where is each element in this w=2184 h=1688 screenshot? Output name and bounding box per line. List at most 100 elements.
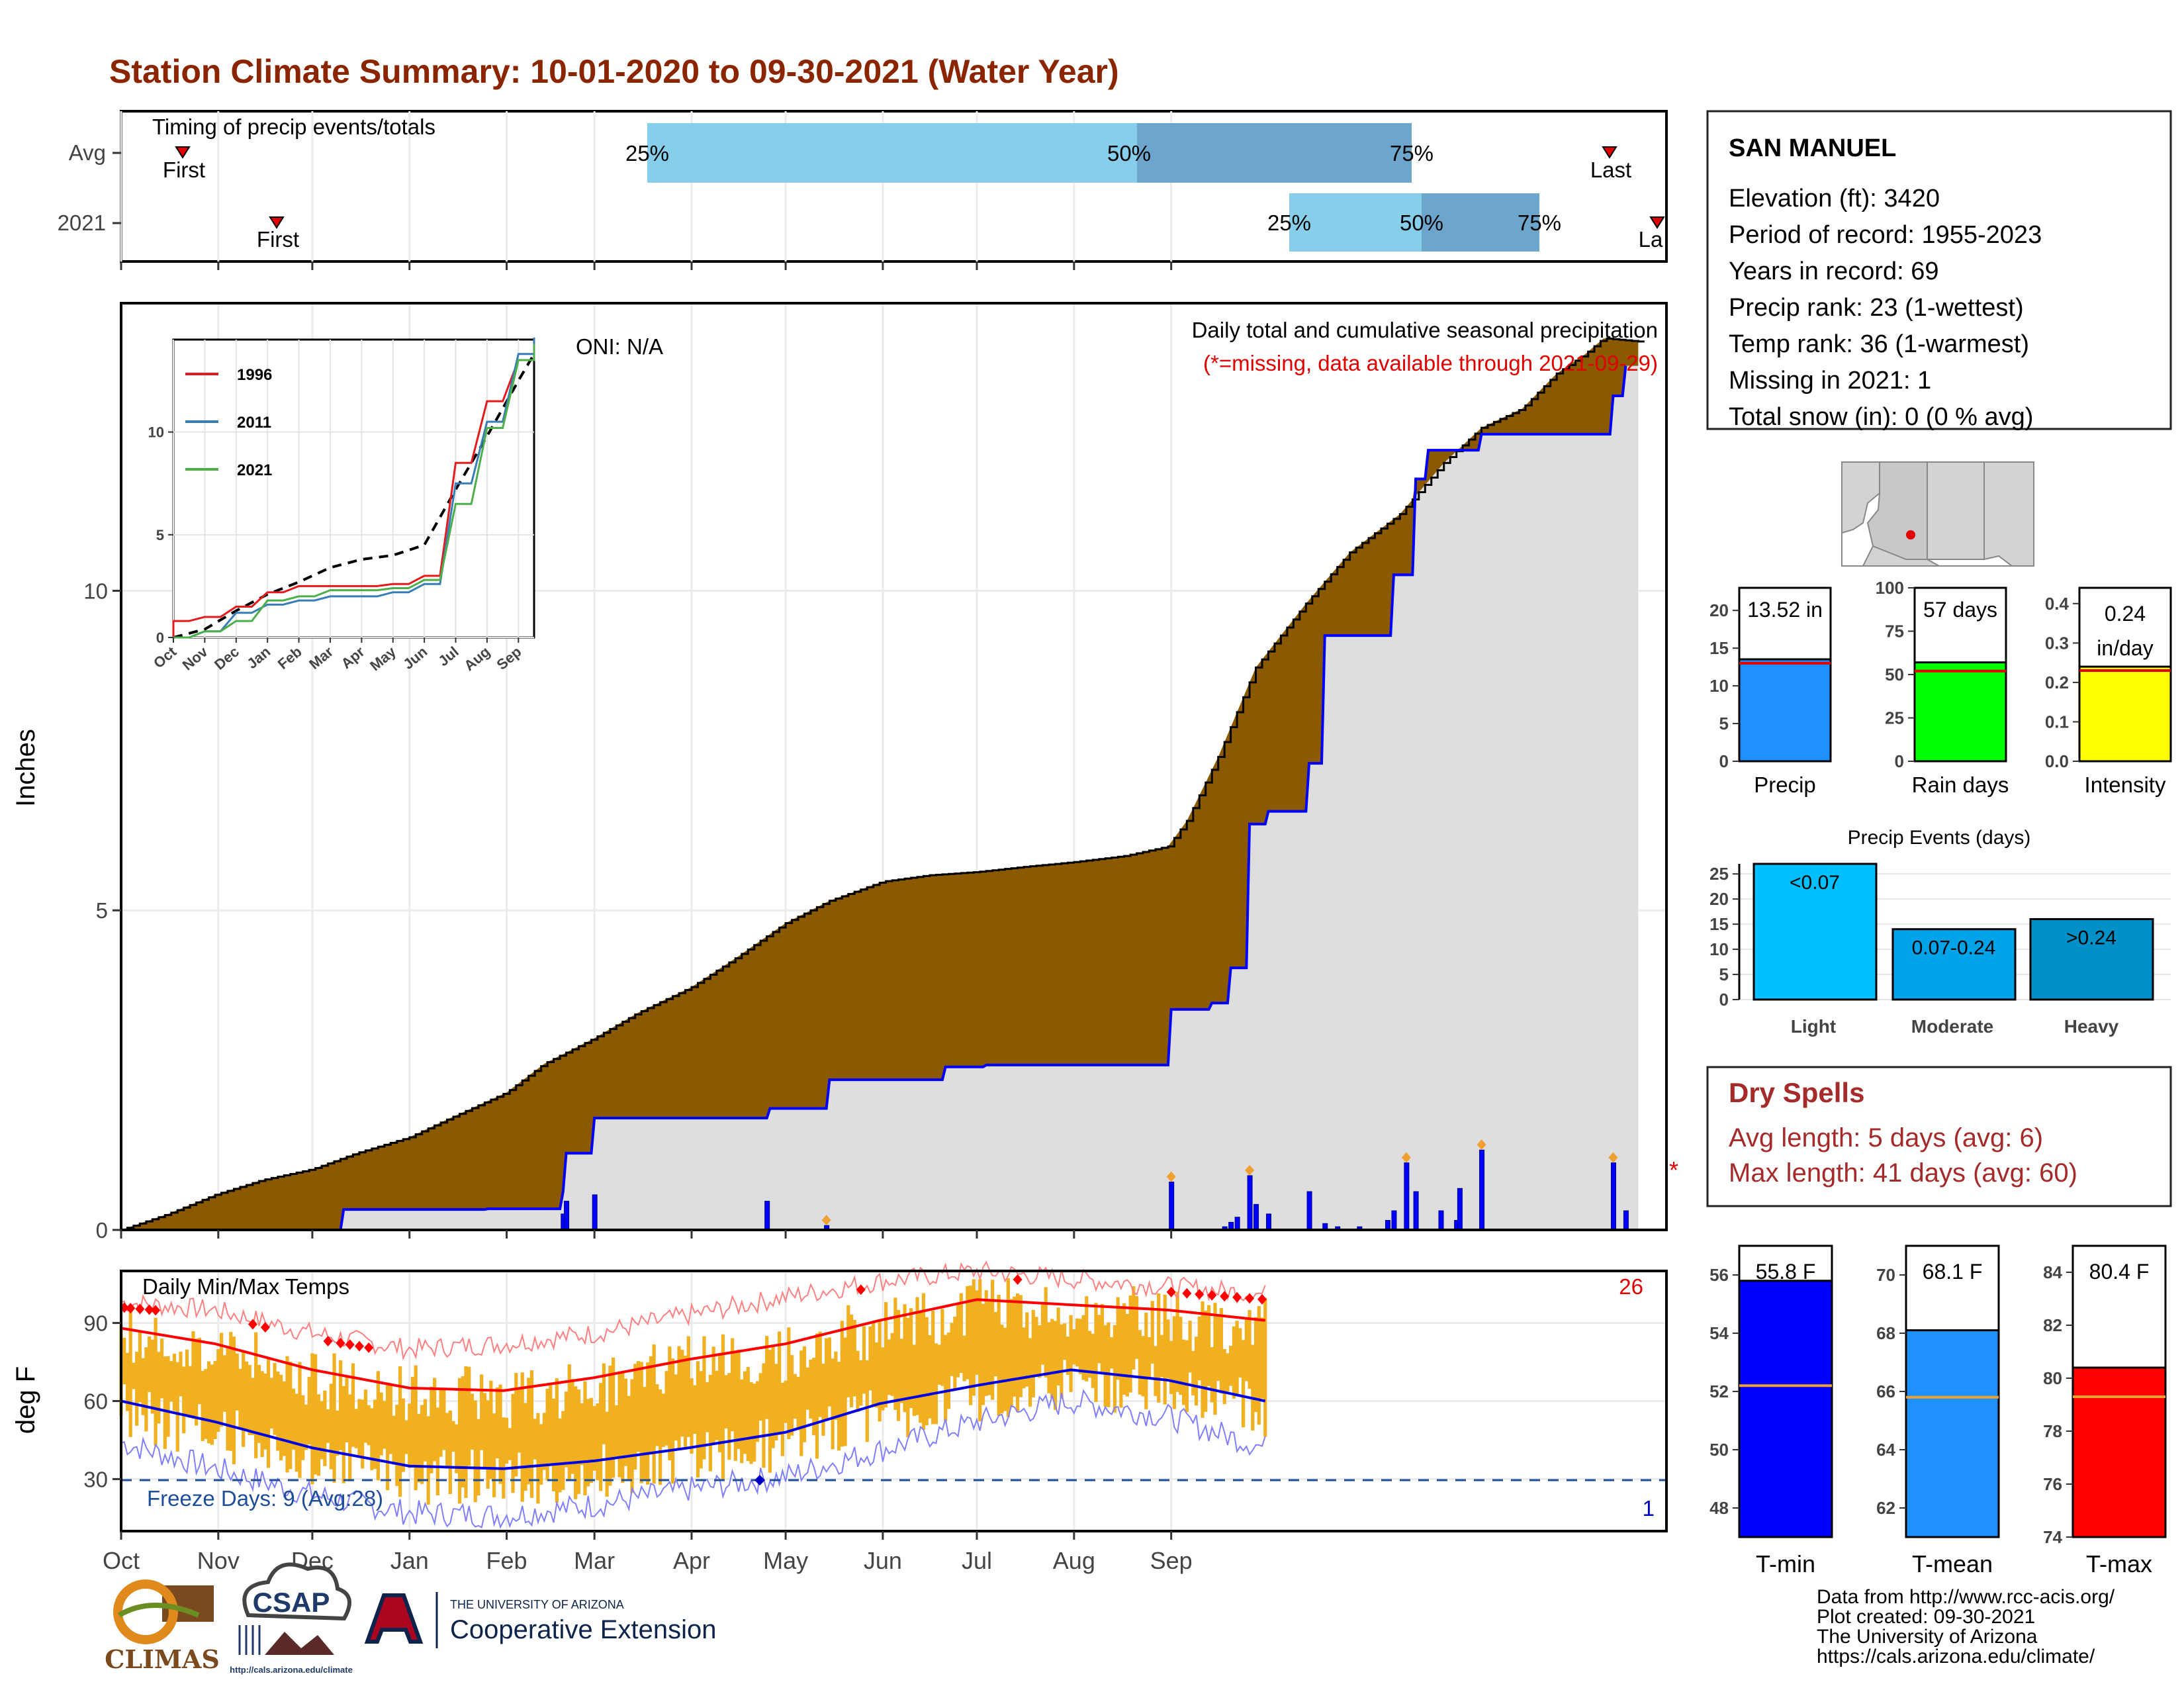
month-label-oct: Oct [103,1547,140,1574]
precip-events-light-label: Light [1791,1016,1836,1037]
daily-temp-range-bar [197,1337,202,1405]
texas-shape [1983,461,2034,567]
daily-temp-range-bar [962,1335,966,1382]
daily-temp-range-bar [934,1343,938,1425]
daily-temp-range-bar [263,1373,267,1450]
daily-temp-range-bar [498,1384,502,1484]
daily-temp-range-bar [370,1408,374,1470]
temp-bar-tick-label: 84 [2043,1262,2062,1282]
daily-temp-range-bar [423,1399,428,1462]
daily-precip-bar [1253,1203,1259,1231]
figure-title: Station Climate Summary: 10-01-2020 to 0… [109,53,1119,90]
climas-logo-sun [113,1579,178,1644]
inset-y-tick-label: 10 [148,424,164,441]
daily-temp-range-bar [345,1378,349,1442]
daily-temp-range-bar [899,1338,903,1403]
daily-temp-range-bar [1226,1353,1230,1392]
daily-temp-range-bar [1244,1318,1248,1382]
daily-temp-range-bar [721,1334,725,1480]
daily-temp-range-bar [273,1362,277,1435]
daily-temp-range-bar [655,1384,659,1446]
daily-temp-range-bar [316,1394,320,1476]
daily-temp-range-bar [323,1390,327,1466]
daily-precip-max-marker [1166,1171,1176,1182]
daily-temp-range-bar [489,1380,493,1479]
daily-temp-range-bar [132,1362,136,1389]
y2021-first-marker [269,216,285,229]
ua-line2: Cooperative Extension [450,1615,716,1644]
daily-temp-range-bar [455,1424,459,1474]
record-hot-marker [345,1339,355,1350]
daily-temp-range-bar [890,1333,894,1396]
timing-label: Timing of precip events/totals [152,115,435,139]
daily-temp-range-bar [909,1308,913,1409]
daily-temp-range-bar [1063,1323,1067,1360]
daily-temp-range-bar [978,1279,982,1422]
daily-temp-range-bar [749,1382,753,1464]
tmean-label: T-mean [1912,1550,1993,1577]
dry-spells-title: Dry Spells [1729,1077,1864,1108]
month-label-mar: Mar [574,1547,615,1574]
daily-temp-range-bar [539,1424,543,1485]
daily-temp-range-bar [683,1355,688,1447]
temp-y-axis-title: deg F [11,1366,40,1434]
daily-temp-range-bar [1201,1301,1205,1418]
daily-temp-range-bar [1050,1319,1054,1398]
climas-logo-swoosh [117,1603,200,1618]
daily-temp-range-bar [599,1383,603,1491]
month-axis-labels: Oct Nov Dec Jan Feb Mar Apr May Jun Jul Aug Sep [103,1547,1193,1574]
daily-temp-range-bar [737,1350,741,1449]
daily-temp-range-bar [677,1346,681,1449]
new-mexico-shape [1927,461,1985,560]
daily-temp-range-bar [420,1405,424,1484]
inset-line-2021 [173,344,535,639]
precip-events-bar-light [1752,863,1878,1001]
month-label-aug: Aug [1053,1547,1095,1574]
daily-temp-range-bar [812,1358,816,1436]
daily-precip-bar [1306,1191,1312,1231]
daily-temp-range-bar [589,1397,594,1483]
record-min-line [120,1389,1266,1529]
daily-temp-range-bar [928,1335,932,1419]
daily-temp-range-bar [1066,1336,1069,1376]
temp-bar-tick-label: 76 [2043,1474,2062,1494]
daily-temp-range-bar [1006,1278,1010,1417]
daily-temp-range-bar [643,1387,647,1479]
daily-temp-range-bar [975,1290,979,1375]
daily-temp-range-bar [216,1349,220,1432]
avg-last-marker [1602,146,1617,159]
daily-temp-range-bar [799,1350,803,1456]
daily-temp-range-bar [435,1407,439,1495]
daily-temp-range-bar [740,1379,744,1464]
timing-row-avg: Avg [69,140,106,165]
station-period: Period of record: 1955-2023 [1729,221,2042,249]
y2021-last-label: La [1639,227,1663,252]
temp-bar-tick-label: 66 [1876,1382,1895,1401]
avg-min-line [120,1368,1266,1470]
daily-temp-range-bar [329,1383,333,1470]
temp-y-tick-label: 90 [83,1311,108,1336]
daily-temp-range-bar [442,1387,446,1450]
tmean-bar [1905,1329,2000,1538]
daily-temp-range-bar [229,1332,233,1451]
avg-cumulative-line [121,338,1645,1231]
temp-bar-tick-label: 52 [1709,1382,1729,1401]
daily-temp-range-bar [944,1335,948,1421]
daily-temp-range-bar [903,1304,907,1413]
daily-temp-range-bar [473,1400,477,1503]
daily-temp-range-bar [1015,1293,1020,1413]
precip-events-moderate-label: Moderate [1911,1016,1993,1037]
precip-events-ticks: 0 5 10 15 20 25 [1709,864,1739,1009]
daily-precip-bar [1234,1217,1240,1231]
daily-temp-range-bar [514,1373,518,1477]
inset-legend: 1996 2011 2021 [185,366,272,479]
precip-events-heavy-label: Heavy [2064,1016,2119,1037]
daily-temp-range-bar [179,1351,183,1397]
csap-cloud-icon [242,1562,351,1621]
precip-events-chart: Precip Events (days) <0.07 0.07-0.24 >0.24… [1709,827,2171,1037]
daily-temp-range-bar [289,1361,293,1470]
daily-temp-range-bar [852,1319,856,1397]
daily-precip-bar [1265,1213,1271,1231]
daily-temp-range-bar [1085,1296,1089,1382]
daily-temp-range-bar [1119,1307,1123,1408]
